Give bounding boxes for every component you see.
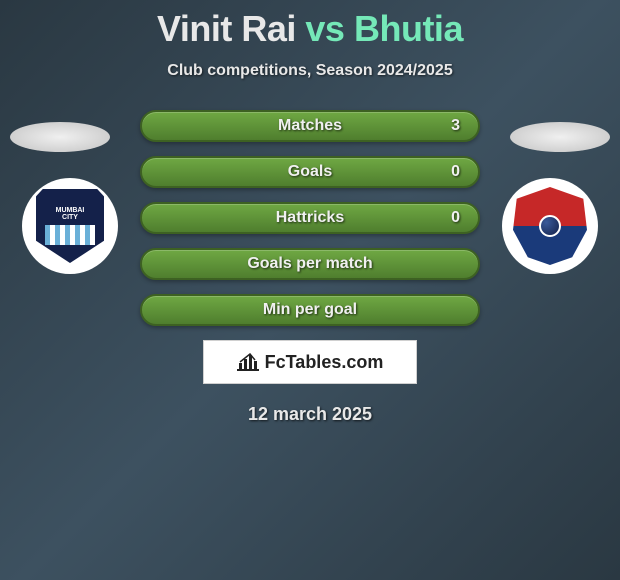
stat-value-right: 0 <box>451 163 460 181</box>
stat-label: Goals per match <box>247 255 372 273</box>
content-area: MUMBAI CITY Matches 3 Goals 0 Hattricks … <box>0 110 620 425</box>
branding-box: FcTables.com <box>203 340 417 384</box>
crest1-text-mid: CITY <box>62 214 78 221</box>
stat-label: Min per goal <box>263 301 357 319</box>
team1-crest: MUMBAI CITY <box>22 178 118 274</box>
stat-value-right: 3 <box>451 117 460 135</box>
crest1-stripes-icon <box>45 225 95 245</box>
mumbai-city-shield-icon: MUMBAI CITY <box>36 189 104 263</box>
page-title: Vinit Rai vs Bhutia <box>0 0 620 50</box>
crest1-text-top: MUMBAI <box>56 207 85 214</box>
stat-label: Goals <box>288 163 332 181</box>
stat-label: Hattricks <box>276 209 344 227</box>
stat-row-min-per-goal: Min per goal <box>140 294 480 326</box>
player2-avatar <box>510 122 610 152</box>
crest2-ball-icon <box>539 215 561 237</box>
subtitle: Club competitions, Season 2024/2025 <box>0 62 620 80</box>
player1-avatar <box>10 122 110 152</box>
team2-crest <box>502 178 598 274</box>
player1-name: Vinit Rai <box>157 8 296 49</box>
stat-row-goals-per-match: Goals per match <box>140 248 480 280</box>
stat-row-goals: Goals 0 <box>140 156 480 188</box>
stat-value-right: 0 <box>451 209 460 227</box>
stats-bars: Matches 3 Goals 0 Hattricks 0 Goals per … <box>140 110 480 326</box>
branding-text: FcTables.com <box>265 352 384 373</box>
date-text: 12 march 2025 <box>0 404 620 425</box>
stat-label: Matches <box>278 117 342 135</box>
stat-row-hattricks: Hattricks 0 <box>140 202 480 234</box>
stat-row-matches: Matches 3 <box>140 110 480 142</box>
bengaluru-shield-icon <box>513 187 587 265</box>
vs-text: vs <box>305 8 344 49</box>
player2-name: Bhutia <box>354 8 463 49</box>
bar-chart-icon <box>237 353 259 371</box>
